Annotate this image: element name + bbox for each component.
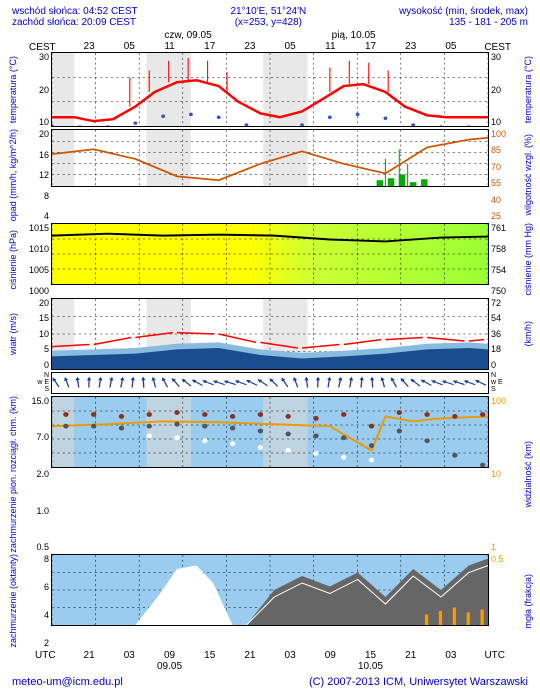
coords: 21°10'E, 51°24'N — [230, 6, 306, 17]
panel-winddir: Nw ESNw ES — [4, 372, 536, 394]
utc-r: UTC — [484, 650, 505, 661]
copyright: (C) 2007-2013 ICM, Uniwersytet Warszawsk… — [309, 676, 528, 688]
panel-pressure: ciśnienie (hPa)1015101010051000761758754… — [4, 223, 536, 296]
bottom-hours: UTC UTC 21030915210309152103 — [69, 650, 471, 661]
panel-temp: temperatura (°C)302010302010temperatura … — [4, 52, 536, 127]
bottom-dates: 09.05 10.05 — [69, 661, 471, 672]
grid-xy: (x=253, y=428) — [230, 17, 306, 28]
ylabel-l-wind: wiatr (m/s) — [8, 313, 18, 355]
ylabel-l-precip: opad (mm/h, kg/m^2/h) — [8, 129, 18, 221]
ylabel-l-pressure: ciśnienie (hPa) — [8, 230, 18, 290]
ylabel-r-cloud: mgła (frakcja) — [523, 574, 533, 629]
footer-date-1: 09.05 — [157, 661, 182, 672]
panel-precip: opad (mm/h, kg/m^2/h)2016128410085705540… — [4, 129, 536, 221]
alt-values: 135 - 181 - 205 m — [399, 17, 528, 28]
alt-label: wysokość (min, środek, max) — [399, 6, 528, 17]
header: wschód słońca: 04:52 CEST zachód słońca:… — [4, 4, 536, 30]
credits: meteo-um@icm.edu.pl (C) 2007-2013 ICM, U… — [4, 672, 536, 692]
panel-vis: zachmurzenie pion. rozciągł. chm. (km)15… — [4, 396, 536, 553]
panel-cloud: zachmurzenie (oktanty)86420.5mgła (frakc… — [4, 554, 536, 648]
ylabel-r-vis: widzialność (km) — [523, 441, 533, 508]
email: meteo-um@icm.edu.pl — [12, 676, 123, 688]
ylabel-r-temp: temperatura (°C) — [523, 56, 533, 123]
sunrise: wschód słońca: 04:52 CEST — [12, 6, 138, 17]
ylabel-r-wind: (km/h) — [523, 321, 533, 347]
panel-wind: wiatr (m/s)20151050725436180(km/h) — [4, 298, 536, 370]
sunset: zachód słońca: 20:09 CEST — [12, 17, 138, 28]
utc-l: UTC — [35, 650, 56, 661]
ylabel-l-cloud: zachmurzenie (oktanty) — [8, 554, 18, 648]
footer-date-2: 10.05 — [358, 661, 383, 672]
ylabel-r-pressure: ciśnienie (mm Hg) — [523, 223, 533, 296]
ylabel-r-precip: wilgotność wzgl. (%) — [523, 134, 533, 216]
ylabel-l-temp: temperatura (°C) — [8, 56, 18, 123]
date-2: pią, 10.05 — [332, 30, 376, 41]
ylabel-l-vis: zachmurzenie pion. rozciągł. chm. (km) — [8, 396, 18, 553]
date-1: czw, 09.05 — [164, 30, 211, 41]
meteogram: wschód słońca: 04:52 CEST zachód słońca:… — [0, 0, 540, 696]
top-timeline: CEST CEST czw, 09.05 pią, 10.05 23051117… — [69, 30, 471, 52]
